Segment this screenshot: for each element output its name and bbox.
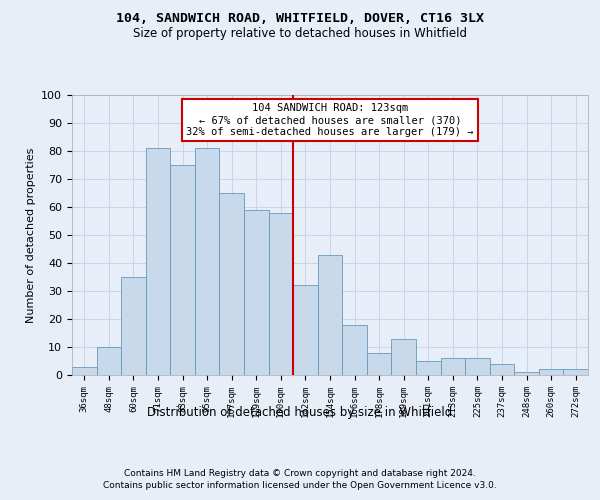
Bar — [440, 358, 465, 375]
Bar — [244, 210, 269, 375]
Bar — [342, 324, 367, 375]
Bar — [514, 372, 539, 375]
Bar — [563, 370, 588, 375]
Bar — [97, 347, 121, 375]
Bar — [416, 361, 440, 375]
Bar — [269, 212, 293, 375]
Y-axis label: Number of detached properties: Number of detached properties — [26, 148, 36, 322]
Bar — [121, 277, 146, 375]
Bar — [220, 193, 244, 375]
Text: Size of property relative to detached houses in Whitfield: Size of property relative to detached ho… — [133, 28, 467, 40]
Text: 104, SANDWICH ROAD, WHITFIELD, DOVER, CT16 3LX: 104, SANDWICH ROAD, WHITFIELD, DOVER, CT… — [116, 12, 484, 26]
Text: 104 SANDWICH ROAD: 123sqm
← 67% of detached houses are smaller (370)
32% of semi: 104 SANDWICH ROAD: 123sqm ← 67% of detac… — [186, 104, 474, 136]
Text: Contains public sector information licensed under the Open Government Licence v3: Contains public sector information licen… — [103, 481, 497, 490]
Bar — [72, 366, 97, 375]
Text: Contains HM Land Registry data © Crown copyright and database right 2024.: Contains HM Land Registry data © Crown c… — [124, 468, 476, 477]
Bar — [146, 148, 170, 375]
Bar — [318, 254, 342, 375]
Bar — [539, 370, 563, 375]
Bar — [293, 286, 318, 375]
Text: Distribution of detached houses by size in Whitfield: Distribution of detached houses by size … — [148, 406, 452, 419]
Bar — [490, 364, 514, 375]
Bar — [465, 358, 490, 375]
Bar — [391, 338, 416, 375]
Bar — [195, 148, 220, 375]
Bar — [170, 165, 195, 375]
Bar — [367, 352, 391, 375]
